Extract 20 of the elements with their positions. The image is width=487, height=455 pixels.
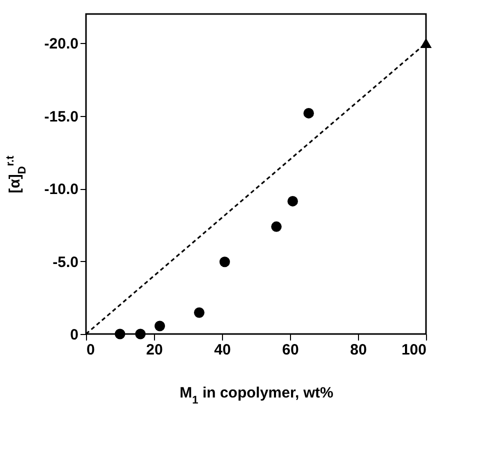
y-tick-label: -10.0 [44, 181, 78, 198]
point [219, 256, 230, 268]
y-tick-label: -5.0 [52, 254, 78, 271]
point [194, 307, 204, 318]
x-tick-label: 60 [282, 342, 299, 358]
x-tick-label: 80 [350, 342, 367, 358]
y-tick-label: -20.0 [44, 36, 78, 53]
y-tick-label: 0 [70, 326, 78, 344]
point [154, 320, 166, 332]
point [135, 328, 146, 340]
y-tick-label: -15.0 [44, 108, 78, 126]
point [114, 328, 126, 340]
x-tick-label: 100 [401, 342, 426, 358]
point [271, 221, 282, 232]
x-tick-label: 0 [86, 342, 95, 358]
x-tick-label: 20 [146, 342, 163, 358]
point [287, 196, 298, 206]
point [303, 108, 314, 118]
x-axis-title: M$_{1}$ in copolymer, wt% [180, 384, 334, 406]
x-tick-label: 40 [214, 342, 231, 358]
